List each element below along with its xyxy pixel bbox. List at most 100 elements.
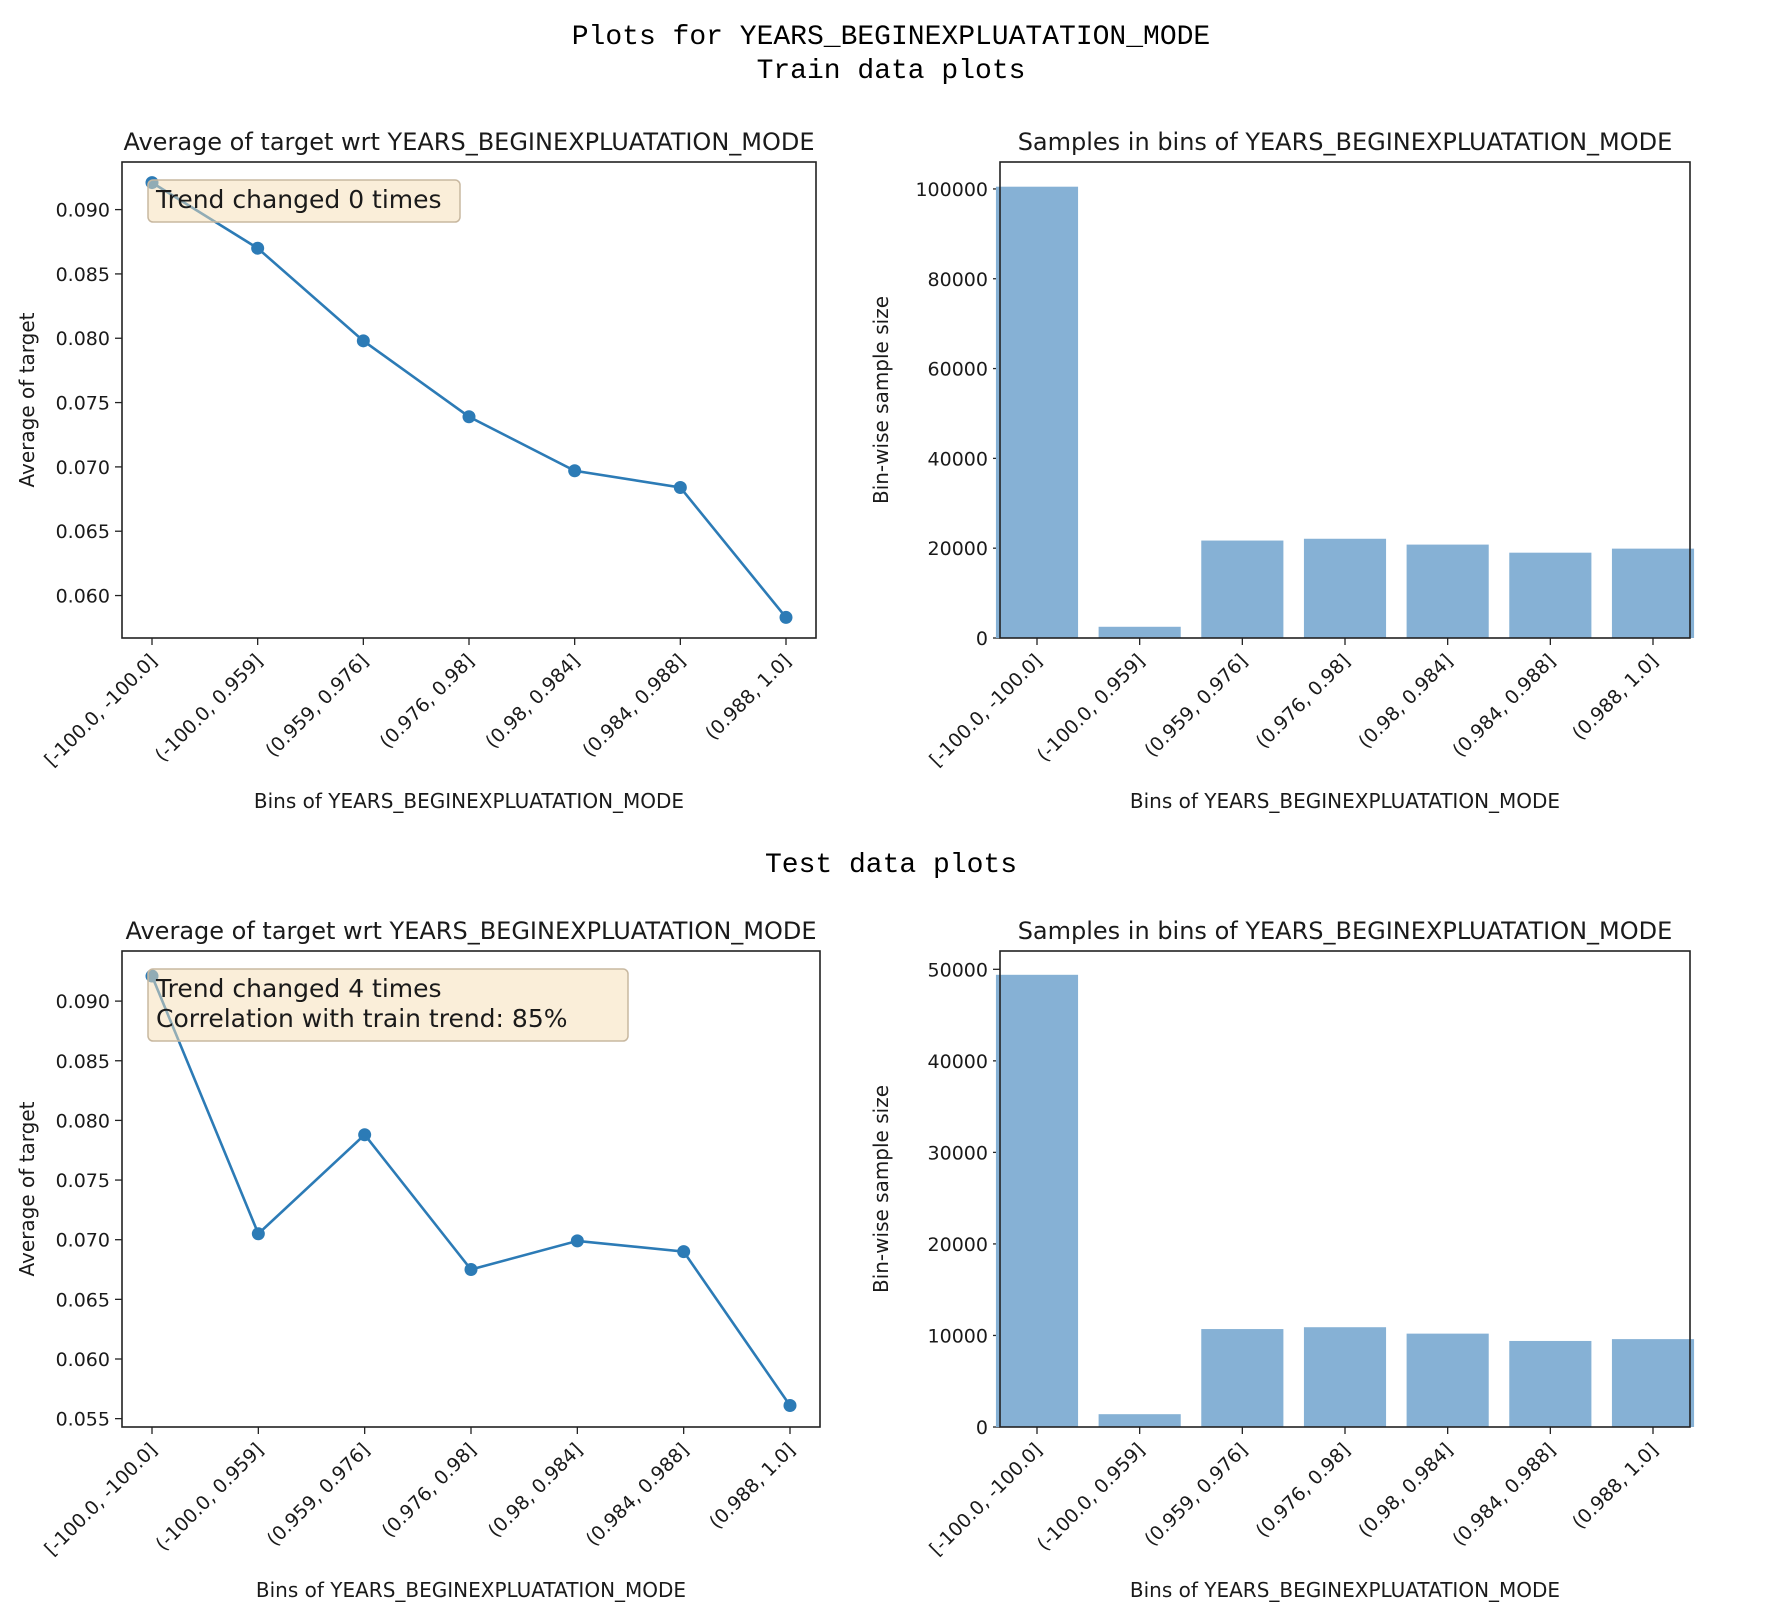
bar — [1098, 1414, 1181, 1427]
chart-title: Samples in bins of YEARS_BEGINEXPLUATATI… — [1018, 917, 1673, 945]
train-line-chart: Average of target wrt YEARS_BEGINEXPLUAT… — [15, 128, 817, 813]
x-tick-label: (0.98, 0.984] — [1354, 650, 1457, 753]
bar — [1611, 548, 1695, 638]
y-tick-label: 10000 — [928, 1325, 988, 1347]
y-axis-label: Average of target — [15, 1101, 39, 1276]
x-tick-label: (0.976, 0.98] — [1252, 1439, 1355, 1542]
data-point — [358, 1128, 372, 1142]
x-tick-label: (-100.0, 0.959] — [1033, 650, 1149, 766]
x-tick-label: (-100.0, 0.959] — [152, 1439, 268, 1555]
figure-title: Plots for YEARS_BEGINEXPLUATATION_MODE — [571, 22, 1211, 53]
series-line — [151, 181, 788, 619]
chart-title: Average of target wrt YEARS_BEGINEXPLUAT… — [123, 128, 814, 156]
train-section-heading: Train data plots — [756, 56, 1026, 87]
axes-frame — [999, 950, 1691, 1428]
y-tick-label: 60000 — [928, 359, 988, 381]
data-point — [568, 464, 582, 478]
x-tick-label: (0.988, 1.0] — [705, 1439, 799, 1533]
bar — [1303, 1327, 1387, 1427]
test-bar-chart: Samples in bins of YEARS_BEGINEXPLUATATI… — [869, 917, 1695, 1602]
y-tick-label: 30000 — [928, 1142, 988, 1164]
data-point — [677, 1245, 691, 1259]
x-tick-label: (-100.0, 0.959] — [1033, 1439, 1149, 1555]
data-point — [673, 480, 687, 494]
bar — [1098, 626, 1181, 638]
y-tick-label: 0.055 — [56, 1409, 110, 1431]
axes-frame — [121, 950, 821, 1428]
bar — [1303, 538, 1387, 638]
y-axis-label: Bin-wise sample size — [869, 296, 893, 504]
bar — [1406, 544, 1489, 638]
data-point — [251, 1227, 265, 1241]
y-tick-label: 0.075 — [56, 393, 110, 415]
x-tick-label: (0.959, 0.976] — [1140, 1439, 1252, 1551]
x-tick-label: [-100.0, -100.0] — [925, 650, 1046, 771]
train-bar-chart: Samples in bins of YEARS_BEGINEXPLUATATI… — [869, 128, 1695, 813]
bar — [1611, 1339, 1695, 1427]
x-tick-label: (0.988, 1.0] — [701, 650, 795, 744]
x-tick-label: (0.98, 0.984] — [1354, 1439, 1457, 1542]
x-tick-label: (0.984, 0.988] — [1448, 650, 1560, 762]
data-point — [462, 410, 476, 424]
x-tick-label: (-100.0, 0.959] — [151, 650, 267, 766]
y-tick-label: 0.090 — [56, 991, 110, 1013]
y-tick-label: 20000 — [928, 1234, 988, 1256]
y-tick-label: 0.080 — [56, 1110, 110, 1132]
y-tick-label: 80000 — [928, 269, 988, 291]
x-tick-label: (0.976, 0.98] — [378, 1439, 481, 1542]
y-tick-label: 40000 — [928, 448, 988, 470]
bar — [995, 974, 1079, 1427]
data-point — [356, 334, 370, 348]
x-tick-label: (0.984, 0.988] — [1448, 1439, 1560, 1551]
data-point — [570, 1234, 584, 1248]
x-tick-label: (0.98, 0.984] — [481, 650, 584, 753]
bar — [1509, 1340, 1592, 1427]
y-tick-label: 0.065 — [56, 1289, 110, 1311]
x-tick-label: [-100.0, -100.0] — [40, 1439, 161, 1560]
test-section-heading: Test data plots — [764, 850, 1018, 881]
x-tick-label: (0.959, 0.976] — [1140, 650, 1252, 762]
y-axis-label: Average of target — [15, 312, 39, 487]
y-tick-label: 0.060 — [56, 1349, 110, 1371]
x-tick-label: (0.984, 0.988] — [582, 1439, 694, 1551]
annotation-text: Trend changed 0 times — [155, 185, 442, 214]
annotation-box — [147, 968, 629, 1042]
x-tick-label: (0.976, 0.98] — [376, 650, 479, 753]
annotation-box — [147, 179, 461, 223]
bar — [1201, 540, 1284, 638]
x-tick-label: (0.984, 0.988] — [578, 650, 690, 762]
x-tick-label: (0.976, 0.98] — [1252, 650, 1355, 753]
test-line-chart: Average of target wrt YEARS_BEGINEXPLUAT… — [15, 917, 821, 1602]
data-point — [779, 610, 793, 624]
y-tick-label: 50000 — [928, 959, 988, 981]
bar — [1201, 1329, 1284, 1427]
y-tick-label: 100000 — [915, 179, 988, 201]
x-tick-label: [-100.0, -100.0] — [925, 1439, 1046, 1560]
x-tick-label: (0.988, 1.0] — [1568, 1439, 1662, 1533]
bar — [1509, 552, 1592, 638]
y-tick-label: 0 — [976, 628, 988, 650]
data-point — [783, 1399, 797, 1413]
data-point — [464, 1263, 478, 1277]
x-tick-label: (0.988, 1.0] — [1568, 650, 1662, 744]
y-tick-label: 0.080 — [56, 328, 110, 350]
axes-frame — [999, 161, 1691, 639]
bar — [995, 186, 1079, 638]
data-point — [251, 241, 265, 255]
y-tick-label: 0.070 — [56, 1230, 110, 1252]
axes-frame — [121, 161, 817, 639]
x-tick-label: (0.959, 0.976] — [263, 1439, 375, 1551]
x-axis-label: Bins of YEARS_BEGINEXPLUATATION_MODE — [256, 1578, 686, 1602]
x-tick-label: (0.959, 0.976] — [261, 650, 373, 762]
y-tick-label: 40000 — [928, 1051, 988, 1073]
y-tick-label: 0.060 — [56, 586, 110, 608]
bar — [1406, 1333, 1489, 1427]
chart-title: Samples in bins of YEARS_BEGINEXPLUATATI… — [1018, 128, 1673, 156]
y-tick-label: 0.085 — [56, 1051, 110, 1073]
y-tick-label: 0.085 — [56, 264, 110, 286]
y-tick-label: 0.070 — [56, 457, 110, 479]
x-tick-label: [-100.0, -100.0] — [40, 650, 161, 771]
y-axis-label: Bin-wise sample size — [869, 1085, 893, 1293]
x-tick-label: (0.98, 0.984] — [484, 1439, 587, 1542]
